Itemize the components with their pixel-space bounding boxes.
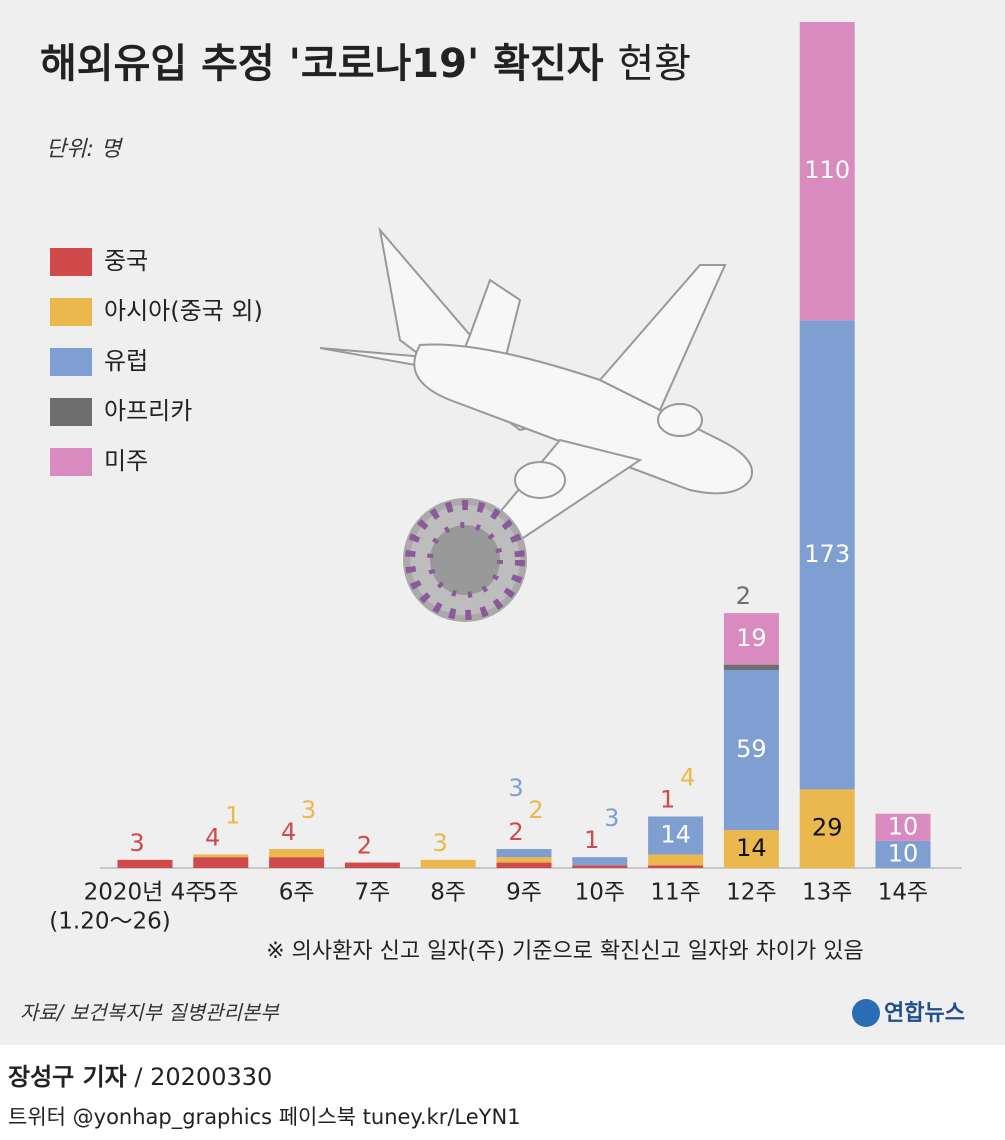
bar-segment xyxy=(723,613,779,665)
bar-segment xyxy=(723,664,779,671)
legend-label: 유럽 xyxy=(104,347,148,375)
data-label: 14 xyxy=(736,834,767,862)
legend-label: 아프리카 xyxy=(104,397,192,425)
bar-segment xyxy=(799,789,855,868)
x-tick-label: 12주 xyxy=(726,880,776,906)
logo: 연합뉴스 xyxy=(884,1000,965,1026)
data-label: 2 xyxy=(508,818,523,846)
legend-swatch xyxy=(50,398,92,426)
bar-segment xyxy=(875,813,931,841)
virus-illustration xyxy=(403,498,527,622)
legend-label: 중국 xyxy=(104,247,148,275)
bar-segment xyxy=(193,854,249,858)
x-tick-note: (1.20～26) xyxy=(49,909,170,935)
logo-mark xyxy=(852,999,880,1027)
x-tick-label: 11주 xyxy=(650,880,700,906)
bar-segment xyxy=(496,857,552,863)
data-label: 3 xyxy=(301,796,316,824)
reporter: 장성구 기자 xyxy=(8,1063,127,1091)
data-label: 3 xyxy=(604,804,619,832)
bar-segment xyxy=(496,849,552,858)
note: ※ 의사환자 신고 일자(주) 기준으로 확진신고 일자와 차이가 있음 xyxy=(266,939,864,964)
x-tick-label: 2020년 4주 xyxy=(84,880,207,906)
x-tick-label: 6주 xyxy=(279,880,315,906)
data-label: 4 xyxy=(281,818,296,846)
data-label: 1 xyxy=(660,785,675,813)
bar-segment xyxy=(875,840,931,868)
data-label: 3 xyxy=(508,774,523,802)
bar-segment xyxy=(420,859,476,868)
data-label: 3 xyxy=(433,829,448,857)
bar-segment xyxy=(344,862,400,868)
data-label: 10 xyxy=(888,839,919,867)
title-main: 해외유입 추정 '코로나19' 확진자 xyxy=(40,41,604,87)
legend-label: 아시아(중국 외) xyxy=(104,297,263,325)
data-label: 4 xyxy=(680,763,695,791)
bar-segment xyxy=(799,320,855,790)
bar-segment xyxy=(572,857,628,866)
data-label: 110 xyxy=(804,156,850,184)
chart-title: 해외유입 추정 '코로나19' 확진자 현황 xyxy=(40,41,691,87)
legend-swatch xyxy=(50,298,92,326)
legend-label: 미주 xyxy=(104,447,148,475)
bar-segment xyxy=(648,816,704,855)
footer-byline: 장성구 기자 / 20200330 xyxy=(8,1063,272,1091)
bar-segment xyxy=(496,862,552,868)
x-tick-label: 10주 xyxy=(575,880,625,906)
footer-sns: 트위터 @yonhap_graphics 페이스북 tuney.kr/LeYN1 xyxy=(8,1105,521,1130)
data-label: 1 xyxy=(225,801,240,829)
data-label: 4 xyxy=(205,823,220,851)
legend-swatch xyxy=(50,448,92,476)
title-suffix: 현황 xyxy=(617,41,691,87)
x-tick-label: 7주 xyxy=(355,880,391,906)
data-label: 2 xyxy=(736,582,751,610)
legend-swatch xyxy=(50,348,92,376)
bar-segment xyxy=(723,830,779,868)
bar-segment xyxy=(269,857,325,868)
data-label: 14 xyxy=(660,820,691,848)
bar-segment xyxy=(723,670,779,831)
data-label: 19 xyxy=(736,624,767,652)
bar-segment xyxy=(648,854,704,866)
x-tick-label: 13주 xyxy=(802,880,852,906)
bar-segment xyxy=(572,865,628,868)
data-label: 10 xyxy=(888,812,919,840)
bar-segment xyxy=(648,865,704,868)
data-label: 1 xyxy=(584,826,599,854)
data-label: 3 xyxy=(129,829,144,857)
bar-segment xyxy=(269,849,325,858)
x-tick-label: 5주 xyxy=(203,880,239,906)
x-tick-label: 14주 xyxy=(878,880,928,906)
bar-segment xyxy=(193,857,249,868)
data-label: 29 xyxy=(812,814,843,842)
data-label: 59 xyxy=(736,735,767,763)
source: 자료/ 보건복지부 질병관리본부 xyxy=(20,1001,280,1025)
x-tick-label: 8주 xyxy=(430,880,466,906)
unit: 단위: 명 xyxy=(46,137,124,162)
date: / 20200330 xyxy=(134,1063,272,1091)
bar-segment xyxy=(799,22,855,321)
data-label: 2 xyxy=(357,832,372,860)
data-label: 2 xyxy=(528,796,543,824)
x-tick-label: 9주 xyxy=(506,880,542,906)
data-label: 173 xyxy=(804,540,850,568)
legend-swatch xyxy=(50,248,92,276)
bar-segment xyxy=(117,859,173,868)
